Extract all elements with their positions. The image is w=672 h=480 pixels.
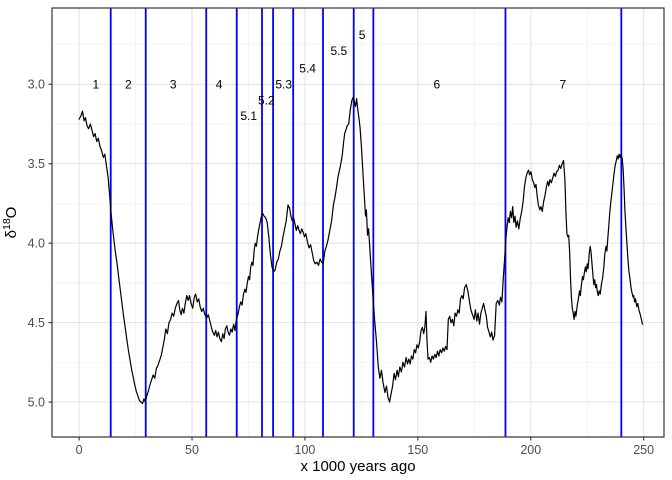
y-tick-label: 4.5	[28, 316, 45, 330]
x-tick-label: 250	[633, 443, 654, 457]
y-title-o: O	[3, 207, 20, 219]
panel-border	[51, 7, 665, 438]
x-tick-label: 150	[407, 443, 428, 457]
x-axis-title: x 1000 years ago	[300, 458, 415, 475]
mis-boundary-lines	[109, 8, 623, 437]
y-tick-label: 3.0	[28, 78, 45, 92]
stage-label-2: 2	[125, 77, 132, 91]
x-tick-label: 200	[520, 443, 541, 457]
stage-label-1: 1	[92, 77, 99, 91]
y-tick-label: 5.0	[28, 395, 45, 409]
stage-label-7: 7	[559, 77, 566, 91]
x-tick-label: 100	[295, 443, 316, 457]
stage-label-5.3: 5.3	[275, 77, 292, 91]
axis-ticks	[48, 83, 645, 441]
d18o-series-line	[78, 96, 644, 405]
stage-label-5: 5	[359, 28, 366, 42]
y-tick-label: 4.0	[28, 237, 45, 251]
stage-label-5.2: 5.2	[258, 93, 275, 107]
stage-label-5.5: 5.5	[330, 44, 347, 58]
x-tick-label: 50	[185, 443, 199, 457]
stage-label-5.1: 5.1	[240, 109, 257, 123]
mis-stage-labels: 1 2 3 4 5.15.25.3 5.4 5.5 5 6 7	[92, 28, 566, 123]
stage-label-4: 4	[216, 77, 223, 91]
gridlines-minor	[52, 8, 664, 437]
y-title-delta: δ	[3, 230, 20, 238]
y-axis-title: δ18O	[1, 207, 20, 239]
gridlines-major	[52, 8, 664, 437]
x-tick-label: 0	[76, 443, 83, 457]
axis-tick-labels: 0 50 100 150 200 250 3.0 3.5 4.0 4.5 5.0	[28, 78, 655, 457]
y-tick-label: 3.5	[28, 157, 45, 171]
stage-label-3: 3	[170, 77, 177, 91]
stage-label-5.4: 5.4	[299, 62, 316, 76]
y-title-superscript: 18	[1, 218, 13, 230]
stage-label-6: 6	[433, 77, 440, 91]
